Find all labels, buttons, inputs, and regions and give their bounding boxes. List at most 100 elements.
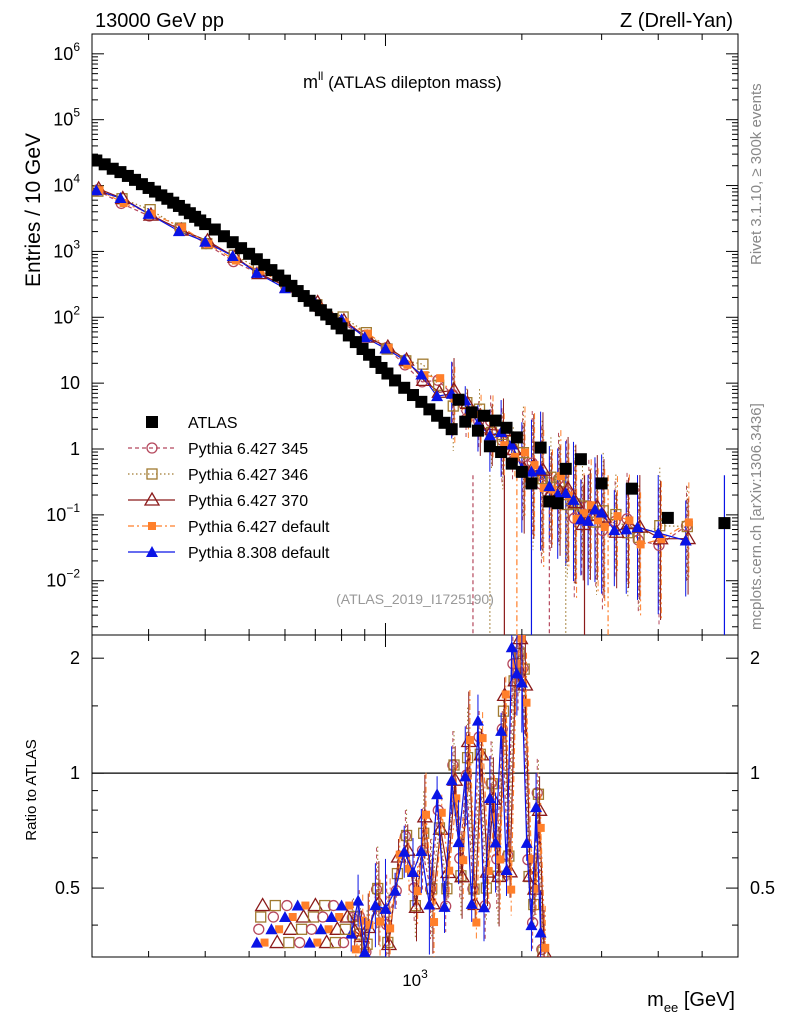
ratio-marker-p6def <box>445 866 454 875</box>
data-point-atlas <box>625 482 638 495</box>
energy-label: 13000 GeV pp <box>95 10 224 32</box>
ratio-marker-p6def <box>376 917 385 926</box>
ratio-marker-p8def <box>445 774 458 786</box>
data-point-atlas <box>459 415 472 428</box>
legend-marker-p8def <box>146 546 158 557</box>
marker-p6def <box>684 518 693 527</box>
ratio-marker-p346 <box>480 882 493 894</box>
data-point-atlas <box>595 477 608 490</box>
ratio-series <box>250 635 552 957</box>
x-tick-label-1000: 103 <box>402 967 428 990</box>
ratio-marker-p345 <box>281 899 293 912</box>
ratio-marker-p8def <box>520 836 533 848</box>
marker-p8def <box>114 191 127 203</box>
marker-p8def <box>483 429 496 441</box>
ratio-marker-p8def <box>303 936 316 948</box>
y-tick-label-main: 104 <box>53 172 80 196</box>
y-tick-label-main: 105 <box>53 106 80 130</box>
ratio-marker-p370 <box>295 908 312 923</box>
marker-p8def <box>559 487 572 499</box>
ratio-marker-p8def <box>465 897 478 909</box>
ratio-marker-p8def <box>352 894 365 906</box>
marker-p8def <box>534 463 547 475</box>
y-tick-label-ratio-right: 0.5 <box>750 878 775 898</box>
ratio-marker-p6def <box>465 736 474 745</box>
ratio-marker-p8def <box>314 923 327 935</box>
marker-p8def <box>574 513 587 525</box>
legend-marker-p370 <box>143 491 161 506</box>
ratio-marker-p346 <box>307 911 320 923</box>
ratio-marker-p6def <box>472 918 481 927</box>
y-tick-label-ratio: 0.5 <box>55 878 80 898</box>
marker-p6def <box>587 501 596 510</box>
marker-p6def <box>556 472 565 481</box>
ratio-marker-p6def <box>422 810 431 819</box>
ratio-marker-p8def <box>483 792 496 804</box>
ratio-marker-p6def <box>452 794 461 803</box>
marker-p8def <box>398 353 411 365</box>
ratio-marker-p345 <box>305 923 318 935</box>
ratio-marker-p6def <box>501 690 510 699</box>
data-point-atlas <box>559 462 572 475</box>
marker-p6def <box>600 522 609 531</box>
ratio-marker-p346 <box>448 759 460 771</box>
marker-p8def <box>652 527 665 539</box>
ratio-marker-p8def <box>325 911 338 923</box>
x-axis-label-subscript: ee <box>664 1000 678 1015</box>
marker-p8def <box>431 390 444 402</box>
data-point-atlas <box>515 465 528 478</box>
ratio-marker-p8def <box>530 801 543 813</box>
legend-marker-p345 <box>146 442 158 454</box>
marker-p8def <box>631 521 644 533</box>
ratio-marker-p6def <box>313 938 322 947</box>
ratio-marker-p370 <box>269 934 286 949</box>
ratio-marker-p346 <box>486 778 498 790</box>
ratio-marker-p6def <box>490 813 499 822</box>
ratio-panel-frame <box>91 634 739 958</box>
data-point-atlas <box>452 393 465 406</box>
ratio-marker-p8def <box>379 902 392 914</box>
marker-p6def <box>636 540 645 549</box>
marker-p6def <box>510 452 519 461</box>
ratio-marker-p370 <box>307 897 324 912</box>
marker-p8def <box>679 534 692 546</box>
rivet-version-label: Rivet 3.1.10, ≥ 300k events <box>748 83 765 265</box>
x-axis-label-symbol: m <box>647 989 664 1011</box>
ratio-marker-p345 <box>502 849 514 861</box>
ratio-marker-p6def <box>345 901 354 910</box>
ratio-marker-p8def <box>478 901 491 913</box>
data-point-atlas <box>718 517 731 530</box>
ratio-marker-p8def <box>459 770 472 782</box>
data-point-atlas <box>199 218 212 231</box>
ratio-marker-p345 <box>317 911 329 923</box>
ratio-marker-p6def <box>386 924 395 933</box>
ratio-marker-p6def <box>459 856 468 865</box>
marker-p6def <box>539 484 548 493</box>
legend-marker-atlas <box>146 416 158 428</box>
marker-p6def <box>613 512 622 521</box>
marker-p8def <box>608 524 621 536</box>
ratio-marker-p345 <box>370 883 383 896</box>
legend-label-atlas: ATLAS <box>188 415 238 432</box>
ratio-marker-p6def <box>430 918 439 927</box>
ratio-marker-p346 <box>372 882 384 895</box>
marker-p6def <box>500 441 509 450</box>
data-point-atlas <box>495 446 508 459</box>
marker-p8def <box>505 438 518 450</box>
y-tick-label-main: 102 <box>53 303 80 327</box>
ratio-marker-p8def <box>389 884 402 896</box>
ratio-marker-p346 <box>528 898 540 911</box>
ratio-marker-p345 <box>293 936 306 949</box>
ratio-marker-p6def <box>324 925 333 934</box>
ratio-marker-p8def <box>505 641 518 653</box>
legend-label-p345: Pythia 6.427 345 <box>188 441 308 458</box>
legend-label-p6def: Pythia 6.427 default <box>188 519 330 536</box>
curve-p6def <box>99 189 690 546</box>
ratio-marker-p8def <box>489 836 502 848</box>
ratio-marker-p8def <box>525 919 538 931</box>
ratio-marker-p345 <box>253 923 265 935</box>
data-point-atlas <box>551 497 564 510</box>
y-tick-label-main: 106 <box>53 40 80 64</box>
